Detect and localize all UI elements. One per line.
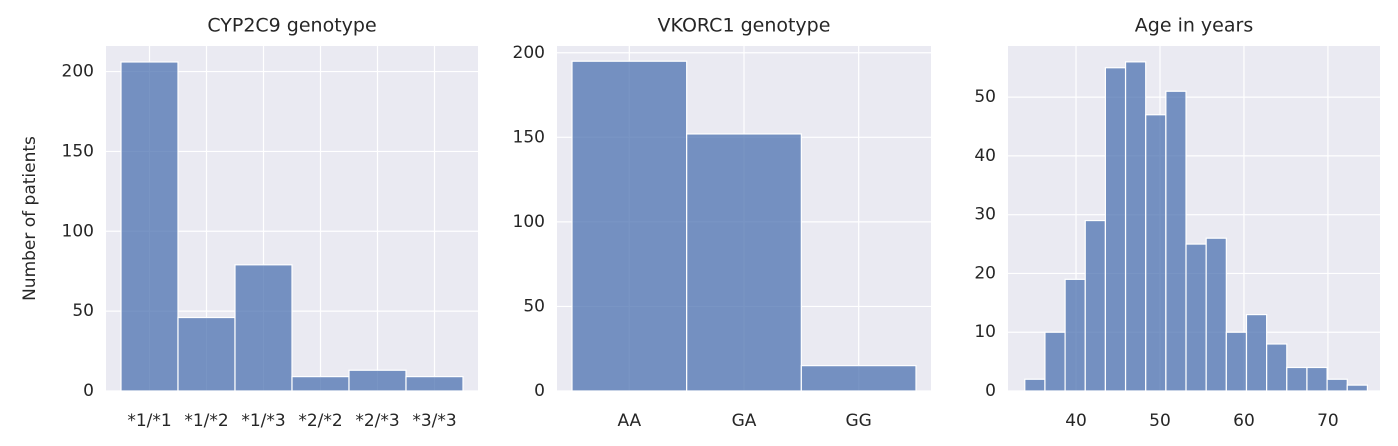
bar [177,316,236,392]
x-tick-label: 70 [1317,411,1339,431]
histogram-bar [1306,366,1328,392]
y-tick-label: 100 [513,212,545,232]
y-tick-label: 50 [72,301,94,321]
x-tick-label: *1/*2 [184,411,228,431]
y-tick-label: 30 [974,205,996,225]
y-tick-label: 0 [83,381,94,401]
histogram-bar [1084,219,1107,392]
y-tick-label: 10 [974,322,996,342]
histogram-bar [1165,90,1187,392]
x-tick-label: 50 [1149,411,1171,431]
y-tick-label: 20 [974,263,996,283]
x-tick-label: 60 [1233,411,1255,431]
histogram-bar [1286,366,1308,392]
bar [405,376,464,392]
histogram-bar [1225,331,1248,392]
x-tick-label: GG [845,411,871,431]
y-axis-label: Number of patients [20,136,40,301]
x-tick-label: *1/*1 [127,411,171,431]
x-tick-label: 40 [1065,411,1087,431]
histogram-bar [1124,61,1147,392]
bar [120,61,179,392]
histogram-bar [1044,331,1066,392]
bar [686,133,802,392]
histogram-bar [1185,243,1207,392]
y-tick-label: 0 [534,381,545,401]
bar [291,376,350,392]
chart-title: CYP2C9 genotype [207,15,376,37]
histogram-bar [1205,237,1227,392]
y-tick-label: 40 [974,146,996,166]
histogram-bar [1104,67,1127,392]
x-tick-label: AA [617,411,641,431]
y-tick-label: 150 [513,127,545,147]
histogram-bar [1266,343,1288,392]
y-tick-label: 50 [523,296,545,316]
y-tick-label: 200 [62,62,94,82]
bar [800,365,917,392]
histogram-bar [1064,278,1086,392]
y-tick-label: 0 [985,381,996,401]
x-tick-label: *3/*3 [412,411,456,431]
bar [234,264,293,392]
y-tick-label: 50 [974,87,996,107]
y-tick-label: 200 [513,43,545,63]
x-tick-label: *1/*3 [241,411,285,431]
x-tick-label: GA [732,411,757,431]
x-tick-label: *2/*2 [298,411,342,431]
histogram-bar [1326,378,1348,392]
histogram-bar [1145,114,1167,392]
histogram-bar [1024,378,1046,392]
histogram-bar [1346,384,1369,392]
y-tick-label: 100 [62,221,94,241]
y-tick-label: 150 [62,141,94,161]
chart-title: VKORC1 genotype [658,15,831,37]
x-tick-label: *2/*3 [355,411,399,431]
bar [571,60,688,392]
chart-title: Age in years [1135,15,1253,37]
bar [348,369,407,392]
histogram-bar [1245,313,1268,392]
